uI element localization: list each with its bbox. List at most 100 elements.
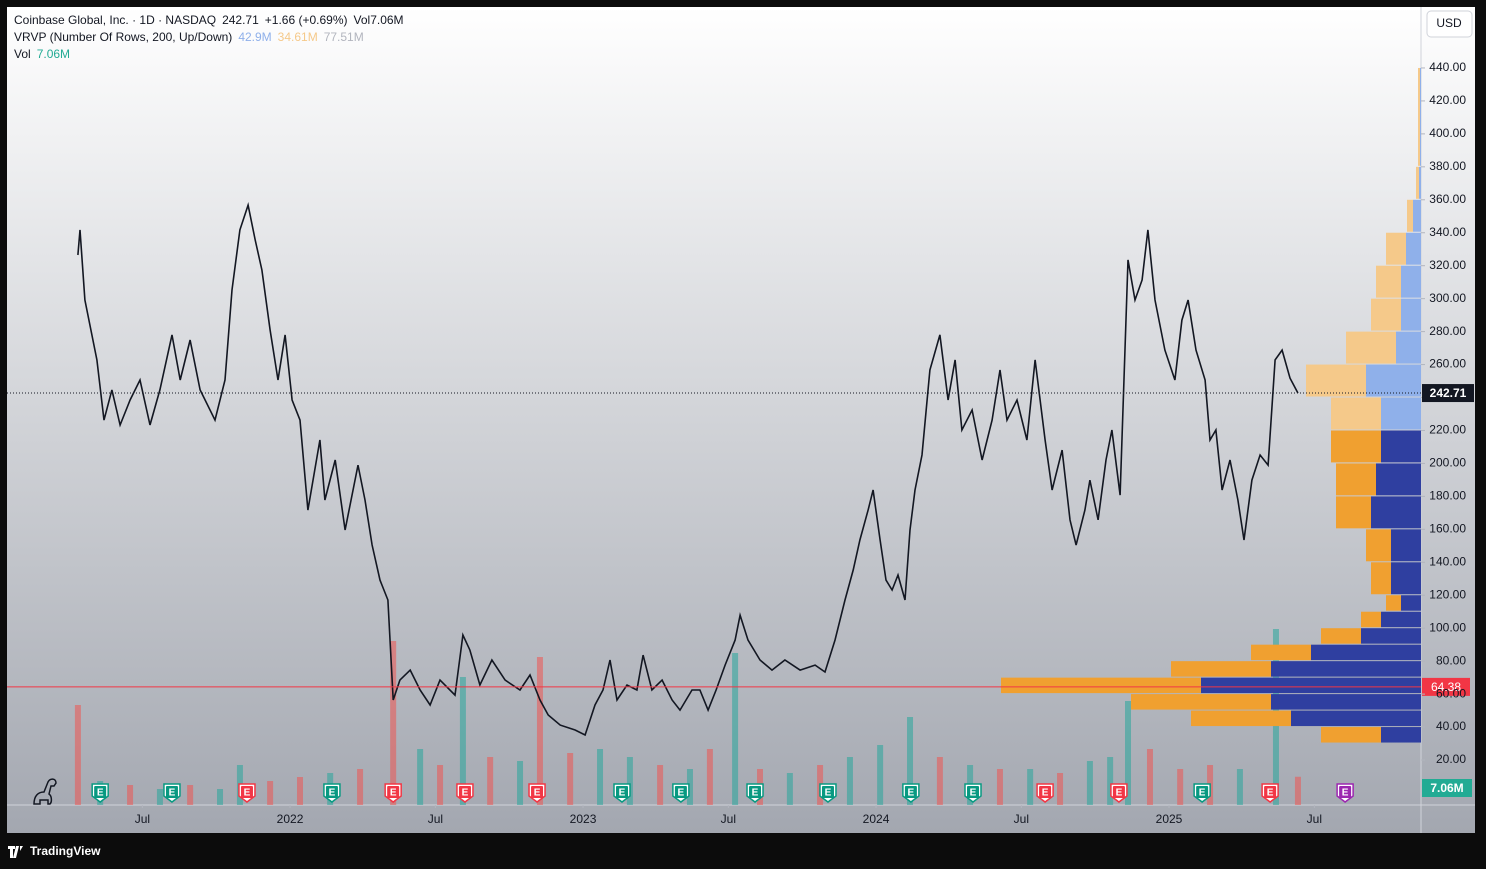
earnings-label: E xyxy=(908,788,915,799)
volume-bar xyxy=(417,749,424,805)
profile-down xyxy=(1336,463,1376,496)
legend-vrvp: VRVP (Number Of Rows, 200, Up/Down) 42.9M… xyxy=(14,30,370,44)
poc-label: 64.38 xyxy=(1431,680,1461,694)
profile-up xyxy=(1376,463,1421,496)
profile-down xyxy=(1366,529,1391,562)
profile-down xyxy=(1251,644,1311,661)
earnings-label: E xyxy=(619,788,626,799)
profile-down xyxy=(1336,496,1371,529)
vrvp-label: VRVP (Number Of Rows, 200, Up/Down) xyxy=(14,30,233,44)
profile-up xyxy=(1401,265,1421,298)
volume-bar xyxy=(846,757,853,805)
profile-down xyxy=(1376,265,1401,298)
last-price-text: 242.71 xyxy=(222,13,259,27)
volume-bar xyxy=(487,757,494,805)
profile-down xyxy=(1418,67,1420,166)
volume-bar xyxy=(1125,701,1132,805)
earnings-badge-inner xyxy=(1112,786,1125,798)
profile-down xyxy=(1416,166,1419,199)
volume-bar xyxy=(296,777,303,805)
vrvp-total: 77.51M xyxy=(323,30,364,44)
volume-bar xyxy=(536,657,543,805)
profile-down xyxy=(1386,595,1401,611)
y-tick-label: 140.00 xyxy=(1429,554,1466,568)
y-tick-label: 180.00 xyxy=(1429,489,1466,503)
y-tick-label: 220.00 xyxy=(1429,423,1466,437)
y-tick-label: 160.00 xyxy=(1429,522,1466,536)
volume-bar xyxy=(877,745,884,805)
y-tick-label: 60.00 xyxy=(1436,686,1466,700)
y-tick-label: 420.00 xyxy=(1429,93,1466,107)
volume-bar xyxy=(657,765,664,805)
y-tick-label: 320.00 xyxy=(1429,258,1466,272)
profile-up xyxy=(1381,430,1421,463)
volume-bar xyxy=(187,785,194,805)
profile-down xyxy=(1346,331,1396,364)
last-price-label-box xyxy=(1422,384,1474,403)
volume-bar xyxy=(1027,769,1034,805)
earnings-label: E xyxy=(1042,788,1049,799)
volume-bar xyxy=(996,769,1003,805)
profile-down xyxy=(1131,694,1271,710)
profile-up xyxy=(1201,677,1421,694)
y-tick-label: 440.00 xyxy=(1429,60,1466,74)
y-tick-label: 280.00 xyxy=(1429,324,1466,338)
x-tick-label: 2023 xyxy=(570,812,597,826)
volume-bar xyxy=(1294,776,1301,805)
profile-down xyxy=(1371,562,1391,595)
profile-down xyxy=(1191,710,1291,727)
y-tick-label: 360.00 xyxy=(1429,192,1466,206)
volume-bar xyxy=(907,717,914,805)
volume-bar xyxy=(686,769,693,805)
profile-up xyxy=(1291,710,1421,727)
x-tick-label: Jul xyxy=(721,812,736,826)
volume-bar xyxy=(1057,773,1064,805)
earnings-label: E xyxy=(329,788,336,799)
profile-up xyxy=(1401,595,1421,611)
dino-icon xyxy=(33,778,57,805)
profile-up xyxy=(1406,232,1421,265)
logo-icon xyxy=(8,846,23,858)
profile-up xyxy=(1396,331,1421,364)
profile-down xyxy=(1371,298,1401,331)
volume-bar xyxy=(1086,761,1093,805)
volume-bar xyxy=(74,705,81,805)
earnings-badge-inner xyxy=(240,786,253,798)
volume-bar xyxy=(1146,749,1153,805)
earnings-badge-inner xyxy=(1339,786,1352,798)
x-tick-label: Jul xyxy=(135,812,150,826)
volume-bar xyxy=(732,653,739,805)
volume-bar xyxy=(357,769,364,805)
volume-bar xyxy=(1236,769,1243,805)
earnings-label: E xyxy=(462,788,469,799)
y-tick-label: 120.00 xyxy=(1429,587,1466,601)
legend-main: Coinbase Global, Inc. · 1D · NASDAQ 242.7… xyxy=(14,13,410,27)
profile-down xyxy=(1331,397,1381,430)
earnings-badge-inner xyxy=(94,786,107,798)
volume-bar xyxy=(459,677,466,805)
y-tick-label: 300.00 xyxy=(1429,291,1466,305)
profile-up xyxy=(1271,694,1421,710)
profile-down xyxy=(1386,232,1406,265)
earnings-label: E xyxy=(244,788,251,799)
profile-down xyxy=(1331,430,1381,463)
profile-up xyxy=(1361,628,1421,644)
profile-up xyxy=(1420,67,1421,166)
y-tick-label: 380.00 xyxy=(1429,159,1466,173)
volume-bar xyxy=(567,753,574,805)
currency-button[interactable] xyxy=(1426,10,1473,38)
vol-label: Vol xyxy=(353,13,371,27)
legend-vol: Vol 7.06M xyxy=(14,47,76,61)
profile-up xyxy=(1381,611,1421,628)
x-tick-label: 2022 xyxy=(277,812,304,826)
y-tick-label: 20.00 xyxy=(1436,752,1466,766)
profile-up xyxy=(1401,298,1421,331)
x-tick-label: Jul xyxy=(1307,812,1322,826)
earnings-badge-inner xyxy=(749,786,762,798)
vrvp-up: 42.9M xyxy=(238,30,272,44)
y-tick-label: 340.00 xyxy=(1429,225,1466,239)
volume-bar xyxy=(437,765,444,805)
profile-down xyxy=(1306,364,1366,397)
volume-bar xyxy=(156,789,163,805)
